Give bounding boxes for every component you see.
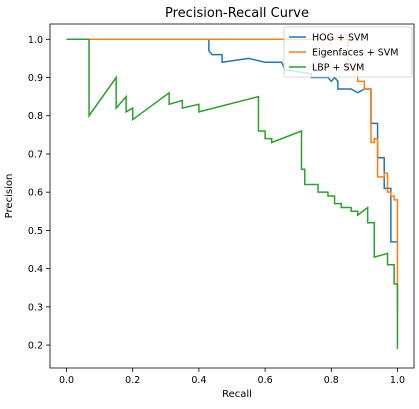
y-tick-label: 0.9 (28, 73, 43, 84)
series-line-1 (66, 38, 399, 311)
y-tick-label: 0.7 (28, 149, 43, 160)
y-tick-label: 0.8 (28, 111, 43, 122)
legend-label-0: HOG + SVM (312, 33, 369, 44)
legend-box (283, 26, 413, 78)
x-tick-label: 0.2 (125, 375, 140, 386)
series-line-0 (66, 38, 398, 243)
y-axis-ticks: 0.2 0.3 0.4 0.5 0.6 0.7 0.8 0.9 1.0 (28, 35, 50, 352)
y-tick-label: 1.0 (28, 35, 43, 46)
y-axis-label: Precision (4, 174, 15, 219)
legend-label-1: Eigenfaces + SVM (312, 48, 398, 59)
y-tick-label: 0.3 (28, 302, 43, 313)
x-axis-label: Recall (222, 389, 252, 400)
y-tick-label: 0.2 (28, 341, 43, 352)
x-tick-label: 0.8 (324, 375, 339, 386)
axes-frame (49, 23, 415, 369)
y-tick-label: 0.6 (28, 188, 43, 199)
x-tick-label: 1.0 (390, 375, 405, 386)
x-axis-ticks: 0.0 0.2 0.4 0.6 0.8 1.0 (59, 368, 405, 386)
y-tick-label: 0.4 (28, 264, 43, 275)
legend: HOG + SVM Eigenfaces + SVM LBP + SVM (283, 26, 413, 78)
chart-title: Precision-Recall Curve (165, 6, 309, 21)
x-tick-label: 0.4 (191, 375, 206, 386)
legend-label-2: LBP + SVM (312, 63, 364, 74)
x-tick-label: 0.0 (59, 375, 74, 386)
series-line-2 (66, 38, 399, 349)
x-tick-label: 0.6 (258, 375, 273, 386)
y-tick-label: 0.5 (28, 226, 43, 237)
plot-area (66, 38, 399, 349)
